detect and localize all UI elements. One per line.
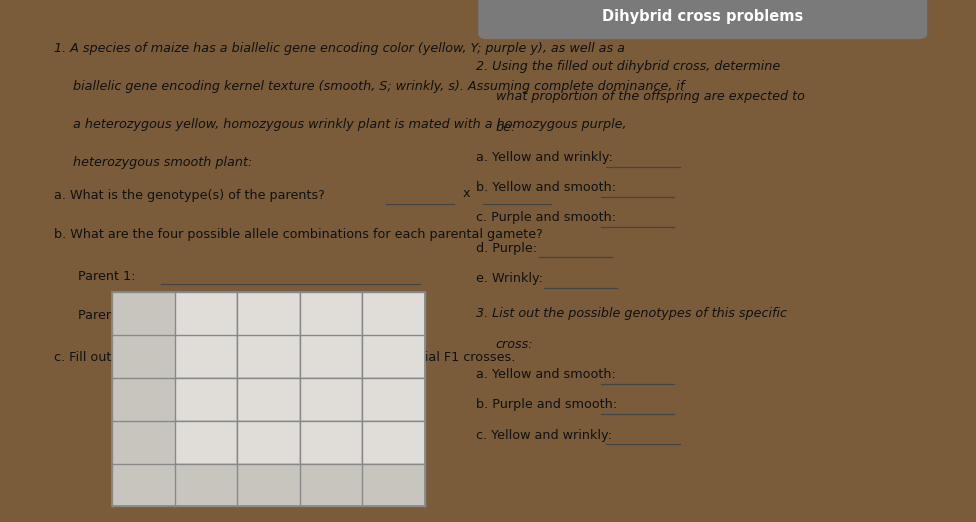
Text: b. Yellow and smooth:: b. Yellow and smooth: xyxy=(476,181,621,194)
Text: 3. List out the possible genotypes of this specific: 3. List out the possible genotypes of th… xyxy=(476,307,788,321)
Text: what proportion of the offspring are expected to: what proportion of the offspring are exp… xyxy=(496,90,804,103)
Bar xyxy=(112,292,425,506)
Bar xyxy=(927,0,976,522)
Text: Dihybrid cross problems: Dihybrid cross problems xyxy=(602,9,803,24)
Text: 2. Using the filled out dihybrid cross, determine: 2. Using the filled out dihybrid cross, … xyxy=(476,60,781,73)
Bar xyxy=(363,336,424,377)
Bar xyxy=(301,421,361,463)
Bar xyxy=(176,336,236,377)
Text: x: x xyxy=(463,187,470,200)
Text: a heterozygous yellow, homozygous wrinkly plant is mated with a homozygous purpl: a heterozygous yellow, homozygous wrinkl… xyxy=(73,118,627,131)
Bar xyxy=(301,378,361,420)
Text: d. Purple:: d. Purple: xyxy=(476,242,542,255)
Text: c. Fill out the following dihybrid cross to determine potential F1 crosses.: c. Fill out the following dihybrid cross… xyxy=(54,351,515,364)
Text: e. Wrinkly:: e. Wrinkly: xyxy=(476,272,548,285)
Text: Parent 2:: Parent 2: xyxy=(78,309,136,322)
Bar xyxy=(363,421,424,463)
Bar xyxy=(363,293,424,335)
Text: a. Yellow and smooth:: a. Yellow and smooth: xyxy=(476,368,620,381)
Bar xyxy=(238,293,299,335)
Bar xyxy=(176,421,236,463)
Text: be:: be: xyxy=(496,121,516,134)
Text: biallelic gene encoding kernel texture (smooth, S; wrinkly, s). Assuming complet: biallelic gene encoding kernel texture (… xyxy=(73,80,684,93)
Text: Parent 1:: Parent 1: xyxy=(78,270,136,283)
Text: a. What is the genotype(s) of the parents?: a. What is the genotype(s) of the parent… xyxy=(54,189,325,202)
Text: b. What are the four possible allele combinations for each parental gamete?: b. What are the four possible allele com… xyxy=(54,228,543,241)
Bar xyxy=(176,378,236,420)
Text: heterozygous smooth plant:: heterozygous smooth plant: xyxy=(73,156,253,169)
Text: cross:: cross: xyxy=(496,338,533,351)
Bar xyxy=(363,378,424,420)
Text: c. Purple and smooth:: c. Purple and smooth: xyxy=(476,211,621,224)
Bar xyxy=(176,293,236,335)
Bar xyxy=(238,421,299,463)
FancyBboxPatch shape xyxy=(478,0,927,39)
Bar xyxy=(301,336,361,377)
Text: 1. A species of maize has a biallelic gene encoding color (yellow, Y; purple y),: 1. A species of maize has a biallelic ge… xyxy=(54,42,625,55)
Bar xyxy=(238,378,299,420)
Bar xyxy=(301,293,361,335)
Bar xyxy=(0,0,41,522)
Text: a. Yellow and wrinkly:: a. Yellow and wrinkly: xyxy=(476,151,617,164)
Text: c. Yellow and wrinkly:: c. Yellow and wrinkly: xyxy=(476,429,616,442)
Text: b. Purple and smooth:: b. Purple and smooth: xyxy=(476,398,622,411)
Bar xyxy=(238,336,299,377)
